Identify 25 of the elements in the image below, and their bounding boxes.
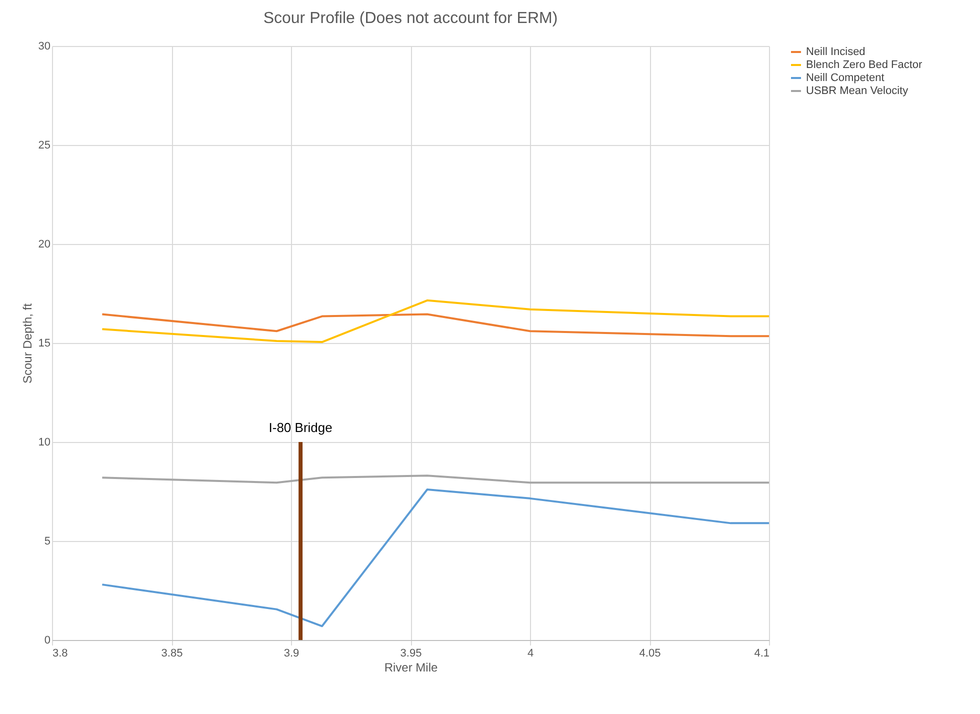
x-tick-label: 3.85 <box>161 648 183 660</box>
line-series <box>101 299 770 344</box>
line-series <box>101 488 770 628</box>
y-axis-title: Scour Depth, ft <box>20 302 34 384</box>
x-tick-label: 3.9 <box>284 648 300 660</box>
legend-label: USBR Mean Velocity <box>806 85 909 97</box>
x-tick-label: 4.05 <box>639 648 661 660</box>
chart-title: Scour Profile (Does not account for ERM) <box>263 10 558 27</box>
annotation: I-80 Bridge <box>268 420 332 435</box>
legend-label: Neill Incised <box>806 46 866 58</box>
x-tick-label: 4 <box>527 648 534 660</box>
y-tick-label: 25 <box>38 140 50 152</box>
y-tick-label: 15 <box>38 338 50 350</box>
legend-label: Blench Zero Bed Factor <box>806 59 923 71</box>
y-tick-label: 30 <box>38 40 50 52</box>
line-series <box>101 313 770 338</box>
y-tick-label: 5 <box>44 536 50 548</box>
y-tick-label: 0 <box>44 634 50 646</box>
y-tick-label: 10 <box>38 436 50 448</box>
y-tick-label: 20 <box>38 238 50 250</box>
legend-label: Neill Competent <box>806 72 884 84</box>
x-tick-label: 3.8 <box>52 648 68 660</box>
x-axis-title: River Mile <box>384 660 438 674</box>
x-tick-label: 4.1 <box>754 648 770 660</box>
x-tick-label: 3.95 <box>400 648 422 660</box>
